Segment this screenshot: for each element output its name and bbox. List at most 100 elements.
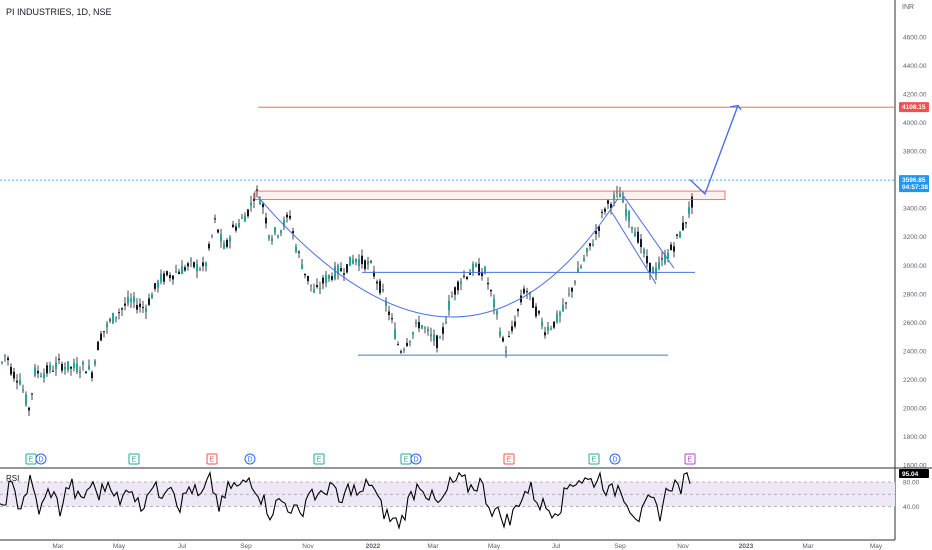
y-tick-label: 3800.00 [903, 149, 927, 156]
candle-body [193, 262, 195, 268]
candle-body [235, 226, 237, 231]
x-tick-label: May [113, 543, 126, 550]
candle-body [181, 266, 183, 274]
candle-body [262, 203, 264, 208]
candle-body [532, 297, 534, 308]
earnings-marker[interactable]: E [503, 453, 515, 465]
candle-body [574, 281, 576, 284]
candle-body [166, 271, 168, 276]
event-letter: E [592, 457, 597, 464]
rsi-line [0, 470, 691, 531]
dividend-marker[interactable]: D [410, 453, 422, 465]
candle-body [217, 229, 219, 233]
y-tick-label: 2000.00 [903, 405, 927, 412]
candle-body [463, 275, 465, 277]
x-tick-label: Sep [614, 543, 626, 550]
candle-body [346, 264, 348, 273]
resistance-zone [254, 190, 726, 201]
candle-body [625, 208, 627, 217]
candle-body [97, 341, 99, 351]
dividend-marker[interactable]: D [35, 453, 47, 465]
x-tick-label: Mar [802, 543, 814, 550]
current-price-badge-text: 3596.85 [902, 177, 926, 184]
projection-arrowhead [729, 104, 742, 111]
candle-body [556, 313, 558, 323]
dividend-marker[interactable]: D [609, 453, 621, 465]
candle-body [79, 371, 81, 374]
earnings-marker[interactable]: E [313, 453, 325, 465]
candle-body [421, 325, 423, 329]
candle-body [250, 202, 252, 206]
candle-body [679, 231, 681, 238]
candle-body [538, 310, 540, 314]
candle-body [505, 350, 507, 353]
candle-body [370, 261, 372, 263]
candle-body [298, 251, 300, 253]
event-letter: D [612, 457, 617, 464]
current-price-badge-text: 04:57:38 [902, 184, 928, 191]
candle-body [187, 263, 189, 267]
candle-body [613, 195, 615, 200]
candle-body [100, 333, 102, 341]
flag-upper [621, 193, 675, 269]
candle-body [91, 372, 93, 379]
candle-body [136, 305, 138, 310]
candle-body [178, 271, 180, 275]
candle-body [67, 361, 69, 371]
candle-body [280, 230, 282, 234]
candle-body [553, 321, 555, 328]
candle-body [361, 255, 363, 264]
candle-body [142, 307, 144, 309]
candle-body [172, 275, 174, 280]
dividend-marker-shape [410, 453, 422, 465]
candle-body [196, 263, 198, 272]
candle-body [127, 296, 129, 304]
candle-body [412, 332, 414, 335]
candle-body [82, 362, 84, 365]
candle-body [247, 209, 249, 217]
candle-body [184, 267, 186, 271]
candle-body [154, 283, 156, 289]
candle-body [352, 259, 354, 264]
candle-body [511, 326, 513, 331]
candle-body [565, 302, 567, 304]
event-letter: E [507, 457, 512, 464]
dividend-marker[interactable]: D [244, 453, 256, 465]
earnings-marker[interactable]: E [400, 453, 412, 465]
candle-body [37, 370, 39, 374]
candle-body [49, 365, 51, 371]
event-letter: E [317, 457, 322, 464]
earnings-marker[interactable]: E [588, 453, 600, 465]
candle-body [388, 311, 390, 315]
earnings-marker[interactable]: E [25, 453, 37, 465]
candle-body [481, 272, 483, 277]
candle-body [583, 258, 585, 261]
rsi-series [0, 470, 691, 531]
earnings-marker[interactable]: E [206, 453, 218, 465]
candles [1, 185, 693, 416]
earnings-marker[interactable]: E [128, 453, 140, 465]
candle-body [430, 334, 432, 337]
candle-body [1, 361, 3, 363]
candle-body [46, 365, 48, 374]
candle-body [22, 389, 24, 392]
earnings-marker[interactable]: E [684, 453, 696, 465]
candle-body [283, 219, 285, 227]
candle-body [229, 237, 231, 242]
candle-body [568, 293, 570, 295]
candle-body [457, 281, 459, 291]
candle-body [523, 288, 525, 294]
candle-body [64, 367, 66, 370]
candle-body [70, 366, 72, 369]
target-badge: 4108.15 [899, 102, 929, 113]
candle-body [394, 329, 396, 339]
candle-body [616, 191, 618, 193]
candle-body [496, 311, 498, 315]
candle-body [544, 332, 546, 336]
candle-body [586, 248, 588, 253]
candle-body [667, 252, 669, 259]
candle-body [85, 371, 87, 374]
candle-body [208, 243, 210, 249]
